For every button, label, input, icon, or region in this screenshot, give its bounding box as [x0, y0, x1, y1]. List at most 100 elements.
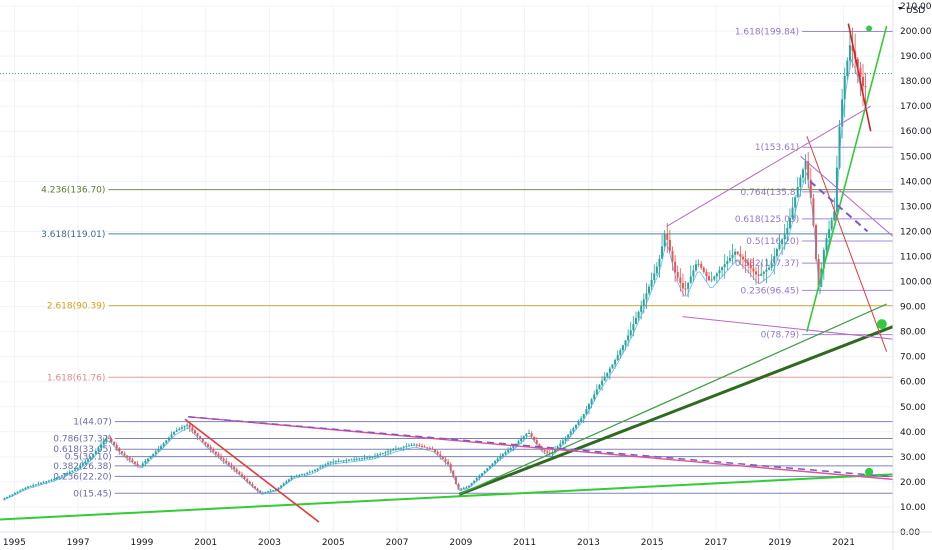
candle-body	[102, 441, 105, 445]
candle-body	[741, 256, 744, 260]
candle-body	[473, 480, 476, 484]
currency-selector[interactable]: USD	[898, 6, 925, 16]
candle-body	[830, 220, 833, 230]
candle-body	[392, 449, 395, 451]
candle-body	[786, 228, 789, 235]
candle-body	[838, 126, 841, 168]
candle-body	[342, 460, 345, 462]
candle-body	[178, 428, 181, 431]
candle-body	[603, 376, 606, 381]
candle-body	[350, 459, 353, 461]
candle-body	[188, 424, 191, 428]
candle-body	[165, 440, 168, 444]
fib-level-label: 0(78.79)	[761, 331, 800, 341]
candle-body	[812, 198, 815, 226]
x-tick-label: 1995	[3, 538, 26, 548]
candle-body	[149, 456, 152, 459]
candle-body	[368, 457, 371, 459]
markers	[865, 25, 887, 476]
candle-body	[616, 355, 619, 361]
candle-body	[230, 464, 233, 467]
x-tick-label: 2021	[832, 538, 855, 548]
candle-body	[501, 454, 504, 457]
candle-body	[470, 483, 473, 486]
candle-body	[770, 263, 773, 268]
candle-body	[509, 447, 512, 451]
candle-body	[332, 461, 335, 463]
candle-body	[186, 424, 189, 426]
y-tick-label: 110.00	[900, 252, 932, 262]
candle-body	[559, 443, 562, 447]
candle-body	[379, 454, 382, 456]
candle-body	[606, 372, 609, 377]
candle-body	[397, 448, 400, 450]
candle-body	[267, 491, 270, 493]
candle-body	[269, 490, 272, 492]
candle-body	[300, 474, 303, 476]
candle-body	[765, 269, 768, 272]
candle-body	[248, 481, 251, 484]
candle-body	[736, 251, 739, 254]
y-tick-label: 100.00	[900, 278, 932, 288]
candle-body	[791, 207, 794, 218]
fib-level-label: 0.236(96.45)	[741, 286, 800, 296]
chevron-down-icon	[898, 7, 902, 10]
candle-body	[846, 60, 849, 77]
candle-body	[311, 471, 314, 473]
trend-line	[188, 416, 894, 481]
candle-body	[327, 463, 330, 465]
y-tick-label: 180.00	[900, 77, 932, 87]
candle-body	[833, 211, 836, 221]
candle-body	[86, 459, 89, 462]
candle-body	[207, 444, 210, 447]
fib-level-label: 0.5(116.20)	[746, 237, 799, 247]
candle-body	[204, 441, 207, 445]
candle-body	[40, 482, 43, 484]
fib-level-label: 0.764(135.8)	[741, 188, 800, 198]
candle-body	[465, 487, 468, 489]
candle-body	[253, 486, 256, 489]
fib-level-label: 1(44.07)	[73, 418, 112, 428]
candle-body	[692, 270, 695, 277]
candle-body	[527, 433, 530, 435]
candle-body	[421, 445, 424, 447]
candle-body	[209, 446, 212, 450]
candle-body	[227, 462, 230, 465]
candle-body	[679, 277, 682, 284]
candle-body	[681, 283, 684, 289]
y-tick-label: 150.00	[900, 152, 932, 162]
candle-body	[233, 466, 236, 470]
candle-body	[105, 437, 108, 442]
candle-body	[496, 458, 499, 461]
candle-body	[744, 259, 747, 263]
candle-body	[243, 476, 246, 480]
x-tick-label: 2009	[449, 538, 472, 548]
candle-body	[439, 454, 442, 457]
candle-body	[848, 45, 851, 61]
candle-body	[481, 473, 484, 476]
candle-body	[457, 484, 460, 490]
x-axis[interactable]: 1995 1997 1999 2001 2003 2005 2007 2009 2011 2013…	[0, 531, 932, 548]
candle-body	[624, 340, 627, 346]
y-tick-label: 10.00	[900, 503, 926, 513]
moving-average-line	[3, 58, 865, 501]
candle-body	[778, 244, 781, 249]
candle-body	[141, 463, 144, 466]
candle-body	[861, 76, 864, 87]
candle-body	[658, 258, 661, 267]
candle-body	[73, 469, 76, 471]
candle-body	[595, 389, 598, 395]
candle-body	[94, 451, 97, 455]
candle-body	[807, 161, 810, 180]
candle-body	[191, 427, 194, 431]
candle-body	[687, 282, 690, 289]
candle-body	[512, 445, 515, 448]
candle-body	[193, 430, 196, 434]
trend-line	[847, 23, 872, 132]
fib-level-label: 0.5(30.10)	[65, 453, 112, 463]
y-axis[interactable]: 0.00 10.00 20.00 30.00 40.00 50.00 60.00 70.00 8…	[892, 0, 932, 550]
candle-body	[413, 444, 416, 446]
fibonacci-levels: 1.618(199.84) 1(153.61) 0.764(135.8) 0.618(…	[41, 27, 893, 499]
trend-line	[184, 418, 320, 523]
